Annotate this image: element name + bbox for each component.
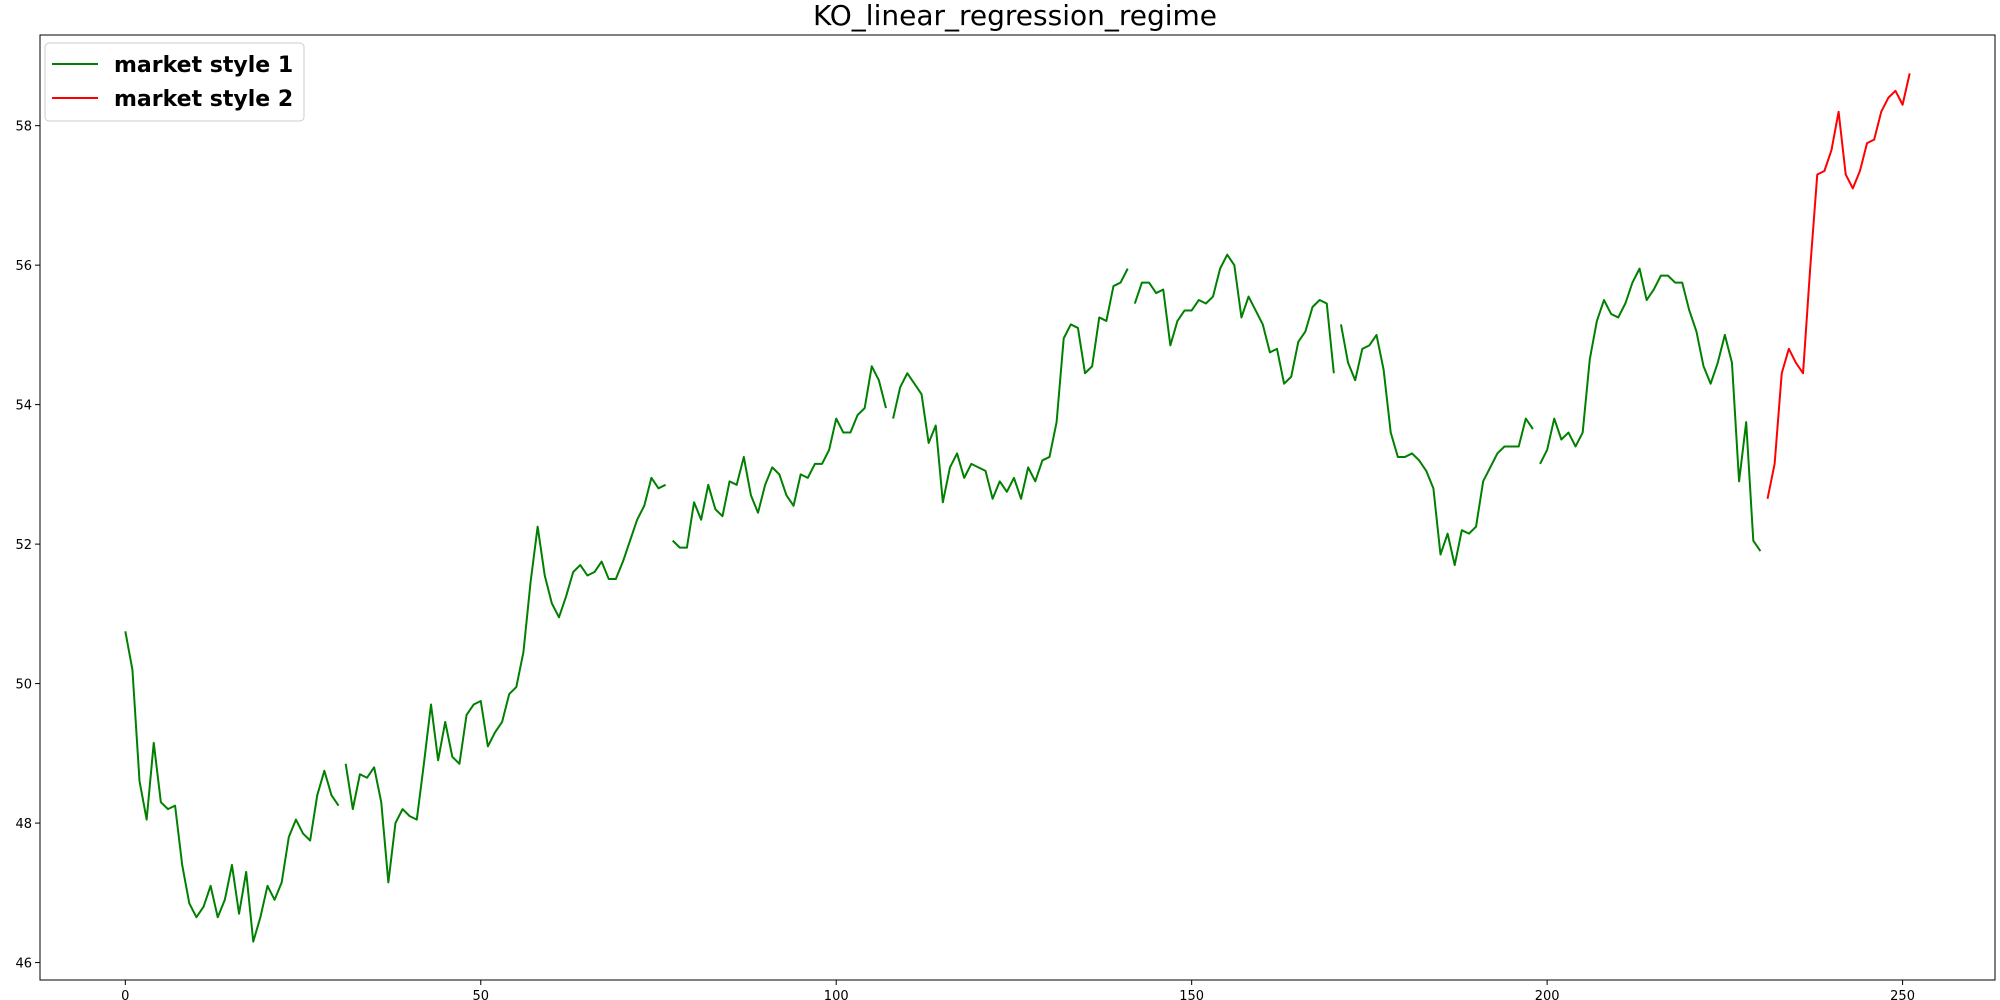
series-1-segment-4 <box>892 268 1129 504</box>
y-tick-label: 56 <box>15 259 32 274</box>
series-1-segment-5 <box>1133 253 1335 385</box>
y-tick-label: 46 <box>15 957 32 972</box>
legend-label-market-style-1: market style 1 <box>114 53 293 78</box>
series-1-segment-6 <box>1339 324 1534 567</box>
plot-lines <box>124 73 1911 943</box>
series-1-segment-7 <box>1539 267 1762 552</box>
x-tick-label: 250 <box>1890 989 1915 1000</box>
x-tick-label: 50 <box>472 989 489 1000</box>
series-1-segment-3 <box>672 365 887 549</box>
y-tick-label: 54 <box>15 399 32 414</box>
x-tick-label: 100 <box>824 989 849 1000</box>
series-1-segment-2 <box>344 476 667 884</box>
x-axis: 0 50 100 150 200 250 <box>121 980 1915 1000</box>
legend-label-market-style-2: market style 2 <box>114 87 293 112</box>
chart-title: KO_linear_regression_regime <box>813 0 1217 32</box>
x-tick-label: 0 <box>121 989 129 1000</box>
y-axis: 46 48 50 52 54 56 58 <box>15 120 40 972</box>
y-tick-label: 58 <box>15 120 32 135</box>
y-tick-label: 48 <box>15 817 32 832</box>
y-tick-label: 50 <box>15 678 32 693</box>
legend: market style 1 market style 2 <box>44 42 305 122</box>
series-2-segment-1 <box>1766 73 1911 499</box>
y-tick-label: 52 <box>15 538 32 553</box>
plot-frame <box>39 34 1996 981</box>
x-tick-label: 150 <box>1179 989 1204 1000</box>
series-1-segment-1 <box>124 631 340 943</box>
legend-box <box>44 42 305 122</box>
x-tick-label: 200 <box>1535 989 1560 1000</box>
